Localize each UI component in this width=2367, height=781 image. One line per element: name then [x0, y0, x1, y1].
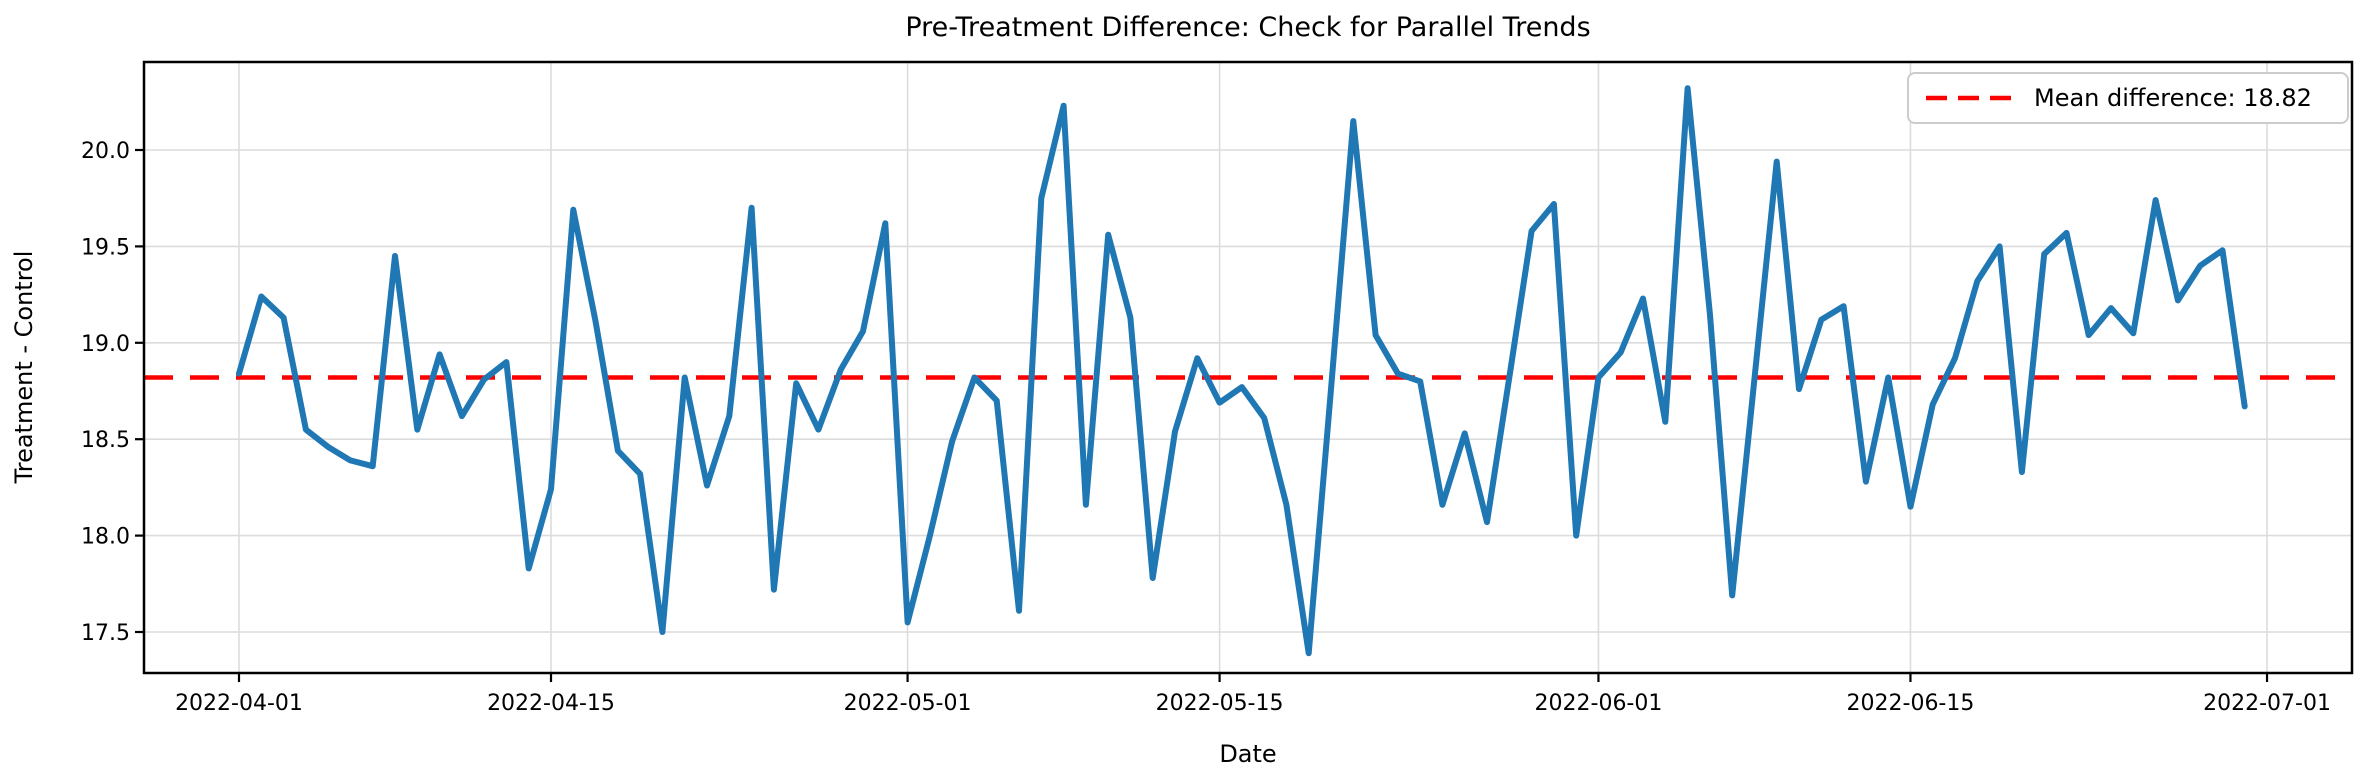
y-tick-labels: 17.5 18.0 18.5 19.0 19.5 20.0: [81, 139, 130, 646]
y-tick-label: 17.5: [81, 621, 130, 646]
x-tick-label: 2022-07-01: [2203, 691, 2331, 716]
legend-label: Mean difference: 18.82: [2034, 84, 2312, 112]
tick-marks: [135, 148, 2269, 682]
x-tick-label: 2022-05-01: [844, 691, 972, 716]
y-axis-label: Treatment - Control: [10, 251, 38, 485]
y-tick-label: 19.5: [81, 235, 130, 260]
difference-polyline: [236, 85, 2248, 657]
x-tick-label: 2022-06-15: [1847, 691, 1975, 716]
chart-title: Pre-Treatment Difference: Check for Para…: [905, 12, 1590, 43]
y-tick-label: 19.0: [81, 332, 130, 357]
y-tick-label: 20.0: [81, 139, 130, 164]
gridlines: [144, 62, 2352, 673]
x-axis-label: Date: [1219, 740, 1276, 768]
legend: Mean difference: 18.82: [1907, 72, 2349, 124]
x-tick-label: 2022-04-15: [487, 691, 615, 716]
y-tick-label: 18.0: [81, 525, 130, 550]
legend-box: [1907, 72, 2349, 124]
y-tick-label: 18.5: [81, 428, 130, 453]
x-tick-label: 2022-06-01: [1535, 691, 1663, 716]
axes-spines: [142, 60, 2354, 675]
x-tick-label: 2022-04-01: [175, 691, 303, 716]
plot-border: [142, 60, 2354, 675]
x-tick-labels: 2022-04-01 2022-04-15 2022-05-01 2022-05-15…: [175, 691, 2331, 716]
x-tick-label: 2022-05-15: [1156, 691, 1284, 716]
treatment-control-series: [236, 85, 2248, 657]
